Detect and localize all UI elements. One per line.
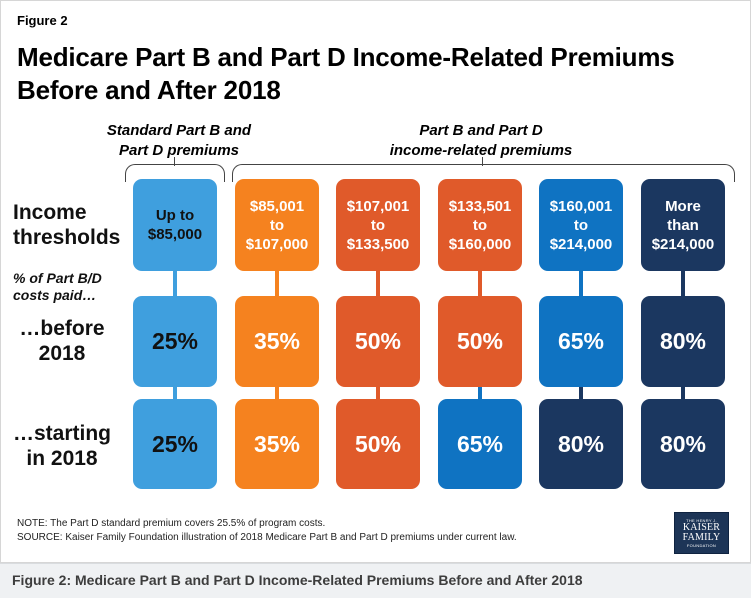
income-threshold-box: $85,001 to $107,000 xyxy=(235,179,319,271)
connector xyxy=(376,269,380,298)
connector xyxy=(579,269,583,298)
logo-line-4: FOUNDATION xyxy=(686,543,717,548)
standard-heading-line-2: Part D premiums xyxy=(118,142,240,159)
income-label-line-2: thresholds xyxy=(13,226,121,249)
before-2018-percent: 50% xyxy=(336,296,420,387)
income-brace-tick xyxy=(482,157,483,166)
figure-caption: Figure 2: Medicare Part B and Part D Inc… xyxy=(12,572,583,588)
income-heading-line-1: Part B and Part D xyxy=(419,122,543,139)
income-group-brace xyxy=(232,164,735,182)
income-threshold-box: Up to $85,000 xyxy=(133,179,217,271)
starting-2018-percent: 50% xyxy=(336,399,420,489)
standard-group-brace xyxy=(125,164,225,182)
threshold-text: $160,001 to $214,000 xyxy=(549,197,613,253)
kff-logo: THE HENRY J. KAISER FAMILY FOUNDATION xyxy=(674,512,729,554)
caption-bar: Figure 2: Medicare Part B and Part D Inc… xyxy=(0,563,751,598)
standard-brace-tick xyxy=(174,157,175,166)
connector xyxy=(173,385,177,401)
starting-2018-percent: 35% xyxy=(235,399,319,489)
connector xyxy=(173,269,177,298)
starting-2018-label: …starting in 2018 xyxy=(13,421,111,471)
before-label-line-1: …before xyxy=(19,317,105,340)
threshold-text: $107,001 to $133,500 xyxy=(346,197,410,253)
pct-label-line-1: % of Part B/D xyxy=(13,270,102,286)
logo-line-2: KAISER xyxy=(682,522,721,533)
standard-heading-line-1: Standard Part B and xyxy=(106,122,252,139)
title-line-1: Medicare Part B and Part D Income-Relate… xyxy=(17,42,675,72)
source-text: SOURCE: Kaiser Family Foundation illustr… xyxy=(17,532,517,543)
income-thresholds-label: Income thresholds xyxy=(13,200,120,250)
income-threshold-box: $107,001 to $133,500 xyxy=(336,179,420,271)
before-2018-percent: 65% xyxy=(539,296,623,387)
starting-2018-percent: 80% xyxy=(539,399,623,489)
connector xyxy=(376,385,380,401)
before-label-line-2: 2018 xyxy=(38,342,86,365)
starting-label-line-2: in 2018 xyxy=(26,447,98,470)
starting-2018-percent: 65% xyxy=(438,399,522,489)
title-line-2: Before and After 2018 xyxy=(17,75,281,105)
income-label-line-1: Income xyxy=(13,201,87,224)
threshold-text: $133,501 to $160,000 xyxy=(448,197,512,253)
note-text: NOTE: The Part D standard premium covers… xyxy=(17,518,326,529)
logo-line-1: THE HENRY J. xyxy=(686,518,717,523)
percent-costs-label: % of Part B/D costs paid… xyxy=(13,270,102,304)
income-threshold-box: $160,001 to $214,000 xyxy=(539,179,623,271)
income-related-heading: Part B and Part D income-related premium… xyxy=(331,121,631,161)
starting-label-line-1: …starting xyxy=(13,422,112,445)
figure-panel: Figure 2 Medicare Part B and Part D Inco… xyxy=(0,0,751,563)
connector xyxy=(478,269,482,298)
before-2018-percent: 50% xyxy=(438,296,522,387)
standard-premiums-heading: Standard Part B and Part D premiums xyxy=(89,121,269,161)
before-2018-percent: 25% xyxy=(133,296,217,387)
connector xyxy=(681,385,685,401)
income-threshold-box: $133,501 to $160,000 xyxy=(438,179,522,271)
threshold-text: $85,001 to $107,000 xyxy=(245,197,309,253)
connector xyxy=(275,269,279,298)
starting-2018-percent: 25% xyxy=(133,399,217,489)
connector xyxy=(275,385,279,401)
figure-title: Medicare Part B and Part D Income-Relate… xyxy=(17,41,737,107)
starting-2018-percent: 80% xyxy=(641,399,725,489)
connector xyxy=(478,385,482,401)
before-2018-label: …before 2018 xyxy=(13,316,111,366)
before-2018-percent: 80% xyxy=(641,296,725,387)
income-heading-line-2: income-related premiums xyxy=(389,142,573,159)
threshold-text: Up to $85,000 xyxy=(147,207,203,243)
figure-label: Figure 2 xyxy=(17,13,68,28)
connector xyxy=(579,385,583,401)
figure-notes: NOTE: The Part D standard premium covers… xyxy=(17,517,517,545)
connector xyxy=(681,269,685,298)
logo-line-3: FAMILY xyxy=(682,532,721,543)
threshold-text: More than $214,000 xyxy=(651,197,715,253)
income-threshold-box: More than $214,000 xyxy=(641,179,725,271)
before-2018-percent: 35% xyxy=(235,296,319,387)
pct-label-line-2: costs paid… xyxy=(13,287,97,303)
